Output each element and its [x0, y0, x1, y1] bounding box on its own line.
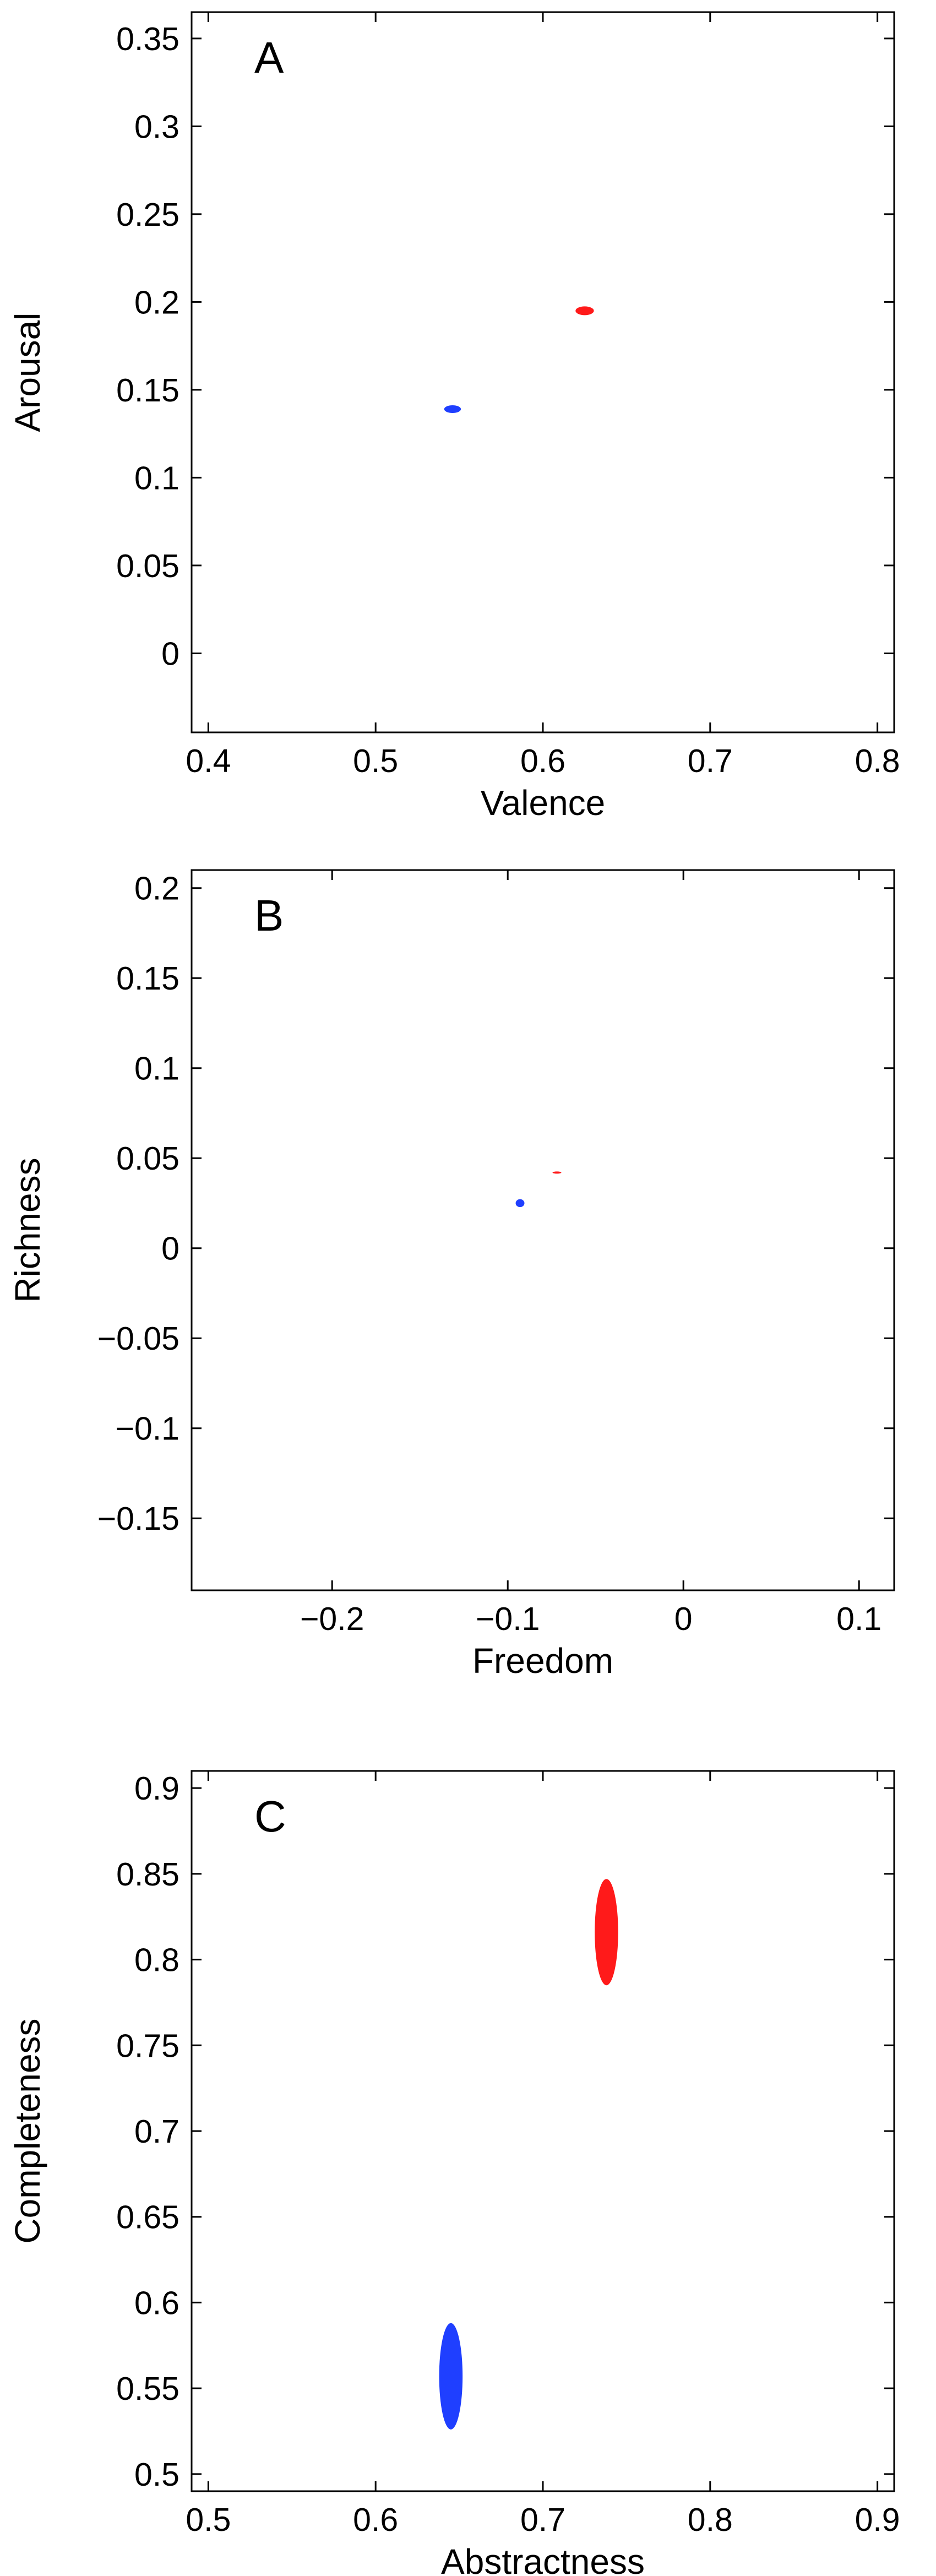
- x-tick-label: 0.7: [520, 2502, 565, 2538]
- y-tick-label: 0.25: [116, 197, 179, 233]
- x-tick-label: 0.4: [186, 743, 231, 779]
- x-axis-label: Abstractness: [441, 2542, 645, 2576]
- x-tick-label: 0.1: [836, 1601, 881, 1637]
- y-tick-label: 0.8: [134, 1942, 179, 1979]
- data-point-red: [595, 1879, 618, 1986]
- panel-c: 0.5 0.6 0.7 0.8 0.9 0.5 0.55 0.6 0.65 0.7 0.75 0.8 0…: [8, 1770, 900, 2576]
- x-tick-label: 0.5: [186, 2502, 231, 2538]
- y-tick-label: 0.3: [134, 108, 179, 145]
- y-tick-label: 0.5: [134, 2457, 179, 2493]
- x-tick-label: 0: [674, 1601, 693, 1637]
- y-tick-label: 0.9: [134, 1770, 179, 1807]
- x-axis-label: Valence: [481, 783, 606, 823]
- x-tick-label: −0.1: [476, 1601, 540, 1637]
- y-tick-label: 0.05: [116, 548, 179, 584]
- y-tick-label: 0.05: [116, 1140, 179, 1177]
- y-tick-label: 0.6: [134, 2285, 179, 2321]
- x-axis-label: Freedom: [472, 1641, 613, 1681]
- y-tick-label: 0.75: [116, 2028, 179, 2064]
- y-tick-label: 0.85: [116, 1856, 179, 1893]
- x-tick-label: 0.6: [520, 743, 565, 779]
- data-point-red: [575, 306, 594, 316]
- y-tick-label: 0.55: [116, 2371, 179, 2407]
- panel-label: C: [254, 1792, 286, 1841]
- y-tick-label: 0.1: [134, 1051, 179, 1087]
- x-tick-label: 0.6: [353, 2502, 398, 2538]
- x-tick-label: 0.8: [688, 2502, 733, 2538]
- data-point-blue: [439, 2323, 463, 2430]
- panel-label: B: [254, 891, 284, 940]
- y-tick-label: −0.05: [97, 1320, 179, 1357]
- y-tick-label: 0.2: [134, 871, 179, 907]
- panel-a: 0.4 0.5 0.6 0.7 0.8 0 0.05 0.1 0.15 0.2 0.25 0.3 0.3…: [8, 11, 900, 823]
- y-tick-label: 0.2: [134, 284, 179, 320]
- axes-frame: [191, 869, 895, 1591]
- x-tick-label: 0.8: [855, 743, 900, 779]
- y-axis-label: Richness: [8, 1157, 47, 1302]
- panel-b: −0.2 −0.1 0 0.1 −0.15 −0.1 −0.05 0 0.05 0.1 0.15 0.…: [8, 869, 895, 1681]
- data-point-blue: [515, 1199, 525, 1208]
- y-tick-label: −0.1: [116, 1411, 179, 1447]
- panel-label: A: [254, 33, 284, 82]
- y-tick-label: 0: [161, 635, 179, 672]
- x-tick-label: 0.7: [688, 743, 733, 779]
- data-point-blue: [444, 405, 461, 414]
- y-axis-label: Completeness: [8, 2018, 47, 2243]
- x-tick-label: −0.2: [300, 1601, 364, 1637]
- y-tick-label: 0.1: [134, 460, 179, 496]
- y-axis-label: Arousal: [8, 313, 47, 432]
- axes-frame: [191, 11, 895, 733]
- axes-frame: [191, 1770, 895, 2492]
- y-tick-label: 0.15: [116, 372, 179, 409]
- y-tick-label: 0.7: [134, 2113, 179, 2150]
- x-tick-label: 0.9: [855, 2502, 900, 2538]
- y-tick-label: 0.65: [116, 2199, 179, 2236]
- y-tick-label: 0.35: [116, 21, 179, 57]
- y-tick-label: 0.15: [116, 960, 179, 997]
- y-tick-label: 0: [161, 1231, 179, 1267]
- y-tick-label: −0.15: [97, 1501, 179, 1537]
- x-tick-label: 0.5: [353, 743, 398, 779]
- data-point-red: [552, 1171, 562, 1174]
